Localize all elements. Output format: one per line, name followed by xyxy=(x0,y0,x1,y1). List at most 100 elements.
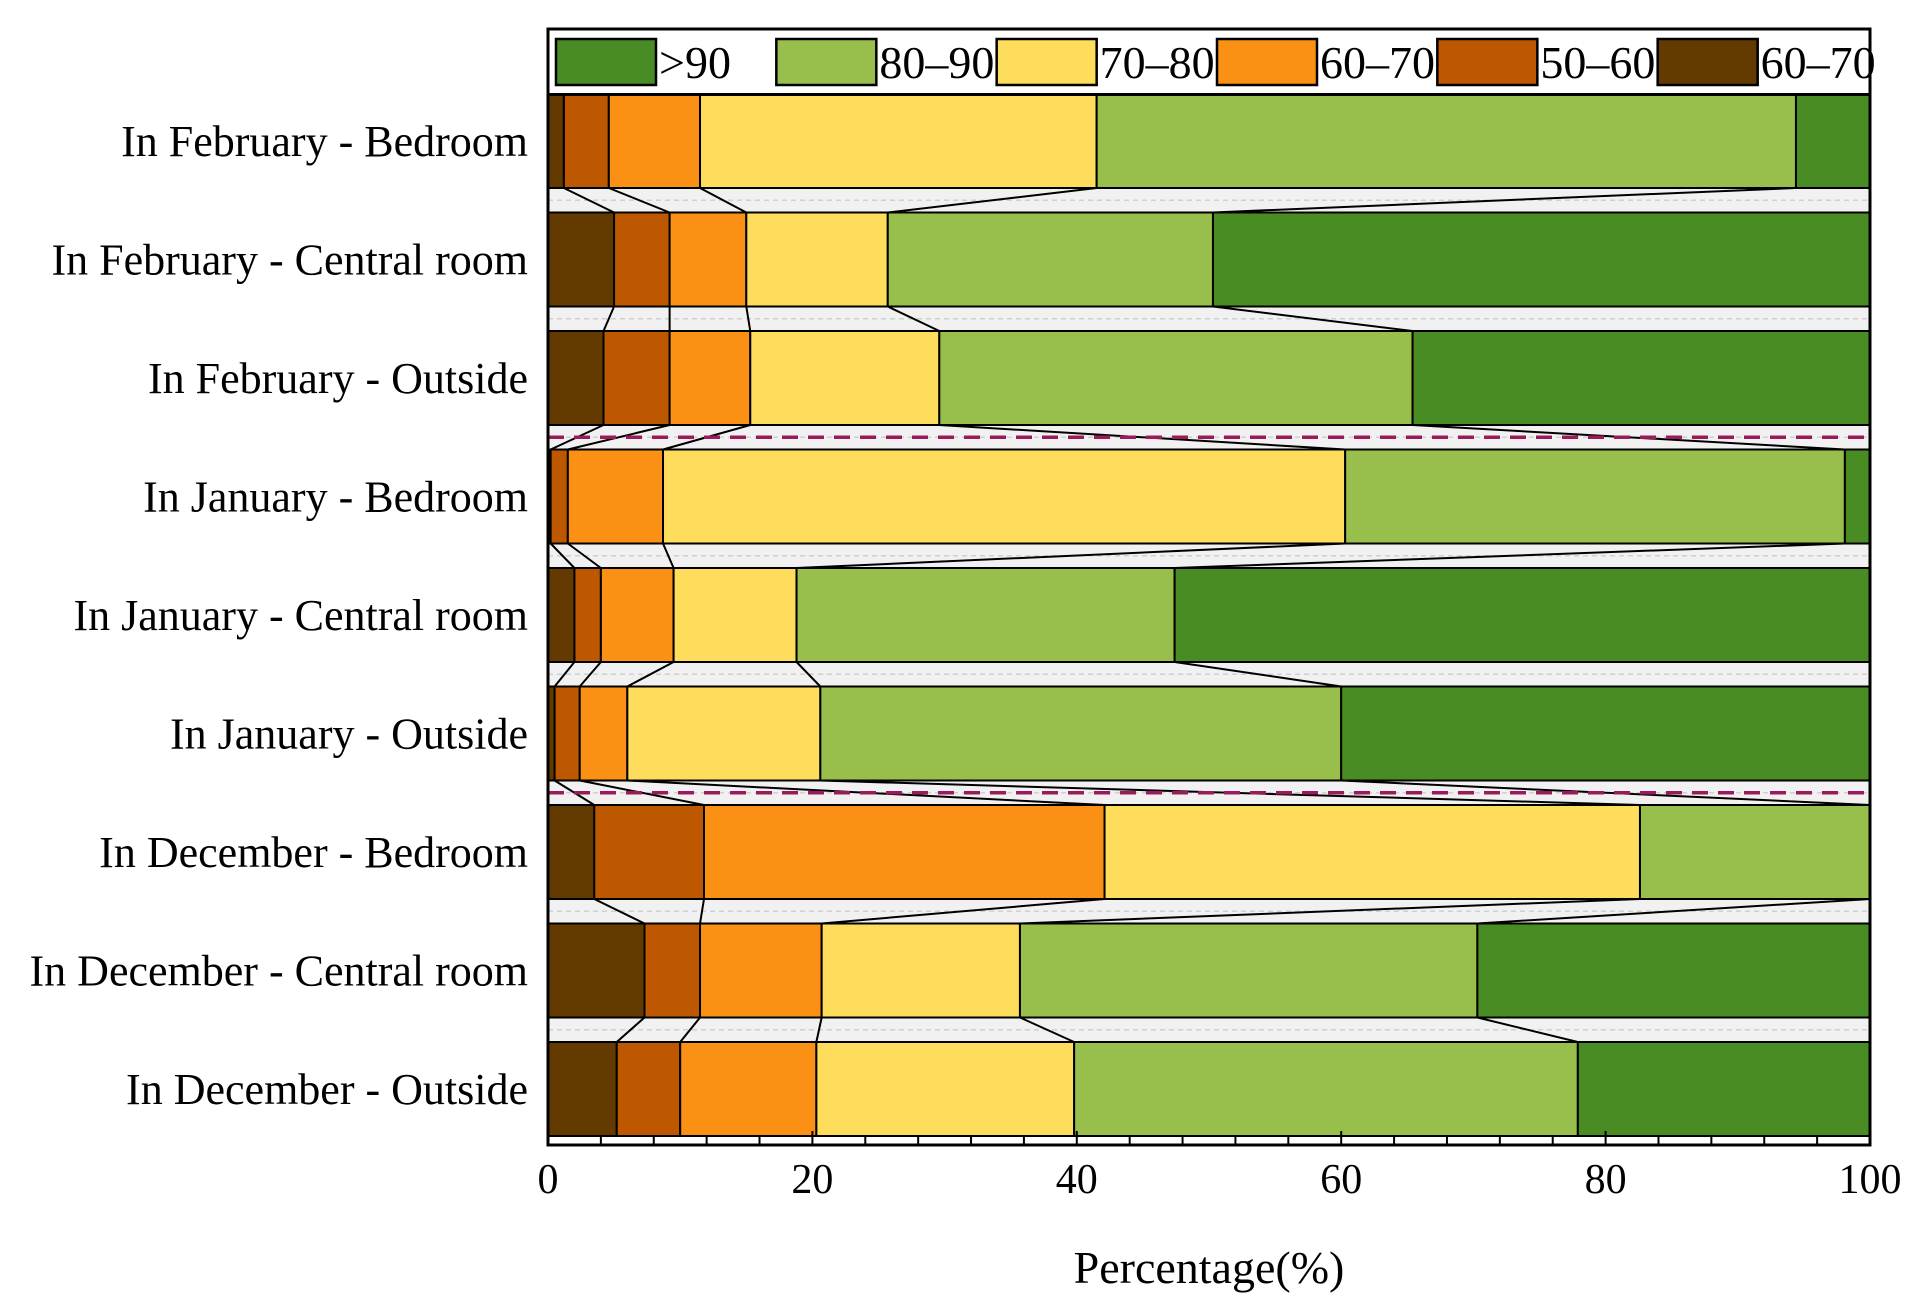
legend: >90 80–90 70–80 60–70 50–60 60–70 xyxy=(548,37,1876,96)
connector-line xyxy=(602,306,616,332)
bar-segment xyxy=(1576,1041,1871,1137)
category-label: In February - Central room xyxy=(51,236,528,285)
bar-segment xyxy=(699,922,823,1019)
connector-line xyxy=(1019,898,1641,925)
bar-segment xyxy=(607,93,702,189)
category-label: In January - Outside xyxy=(170,710,528,759)
bar-segment xyxy=(815,1041,1076,1137)
bar-segment xyxy=(547,922,646,1019)
legend-label: >90 xyxy=(659,37,731,88)
bar-segment xyxy=(599,567,675,663)
connector-line xyxy=(608,187,670,214)
bar-segment xyxy=(1411,330,1871,426)
connector-line xyxy=(821,898,1105,925)
connector-line xyxy=(567,542,602,569)
connector-line xyxy=(616,1016,646,1043)
bar-segment xyxy=(643,922,702,1019)
bar-segment xyxy=(1018,922,1479,1019)
bar-segments xyxy=(547,93,1872,1137)
legend-swatch xyxy=(554,37,658,87)
bar-segment xyxy=(672,567,798,663)
bar-segment xyxy=(1095,93,1797,189)
connector-line xyxy=(1019,1016,1075,1043)
x-axis: 0 20 40 60 80 100 xyxy=(538,1131,1902,1203)
x-tick-label: 20 xyxy=(791,1157,833,1203)
legend-swatch xyxy=(1436,37,1539,87)
bar-segment xyxy=(819,685,1343,782)
x-tick-label: 40 xyxy=(1056,1157,1098,1203)
group-separators xyxy=(548,435,1870,795)
connector-lines xyxy=(549,187,1871,1043)
legend-label: 60–70 xyxy=(1761,37,1876,88)
bar-segment xyxy=(547,1041,618,1137)
bar-segment xyxy=(1173,567,1872,663)
legend-swatch xyxy=(1656,37,1759,87)
legend-label: 60–70 xyxy=(1320,37,1435,88)
connector-line xyxy=(887,305,940,332)
category-label: In February - Bedroom xyxy=(121,117,528,166)
bar-segment xyxy=(562,93,610,189)
bar-segment xyxy=(566,448,665,545)
connector-line xyxy=(815,1017,823,1043)
bar-segment xyxy=(1340,685,1871,782)
legend-swatch xyxy=(1215,37,1319,87)
bar-segment xyxy=(547,211,616,308)
bar-segment xyxy=(699,93,1098,189)
category-labels: In February - Bedroom In February - Centr… xyxy=(30,117,528,1114)
connector-line xyxy=(699,187,747,214)
bar-segment xyxy=(615,1041,682,1137)
bar-segment xyxy=(820,922,1021,1019)
legend-label: 70–80 xyxy=(1100,37,1215,88)
connector-line xyxy=(626,661,675,688)
bar-segment xyxy=(1073,1041,1579,1137)
connector-line xyxy=(795,661,822,688)
bar-segment xyxy=(553,685,581,782)
bar-segment xyxy=(547,804,596,900)
category-label: In February - Outside xyxy=(148,354,528,403)
bar-segment xyxy=(795,567,1176,663)
category-label: In January - Bedroom xyxy=(143,473,528,522)
category-label: In December - Central room xyxy=(30,947,528,996)
legend-swatch xyxy=(995,37,1098,87)
bar-segment xyxy=(749,330,941,426)
bar-segment xyxy=(602,330,671,426)
x-tick-label: 60 xyxy=(1320,1157,1362,1203)
bar-segment xyxy=(1344,448,1846,545)
x-tick-label: 0 xyxy=(538,1157,559,1203)
legend-label: 50–60 xyxy=(1540,37,1655,88)
bar-segment xyxy=(593,804,705,900)
connector-line xyxy=(1174,661,1342,688)
bar-segment xyxy=(702,804,1106,900)
connector-line xyxy=(578,661,602,688)
connector-line xyxy=(1212,187,1797,214)
bar-segment xyxy=(613,211,671,308)
connector-line xyxy=(593,898,645,925)
bar-segment xyxy=(662,448,1347,545)
bar-segment xyxy=(886,211,1214,308)
bar-segment xyxy=(679,1041,818,1137)
connector-line xyxy=(662,543,675,569)
x-axis-title: Percentage(%) xyxy=(1074,1242,1345,1293)
bar-segment xyxy=(745,211,889,308)
bar-segment xyxy=(1794,93,1872,189)
bar-segment xyxy=(1103,804,1641,900)
connector-line xyxy=(679,1016,701,1043)
connector-line xyxy=(939,424,1346,451)
bar-segment xyxy=(1638,804,1872,900)
bar-segment xyxy=(668,211,748,308)
connector-line xyxy=(796,542,1346,569)
category-label: In December - Outside xyxy=(126,1065,528,1114)
bar-segment xyxy=(549,448,569,545)
bar-segment xyxy=(1843,448,1871,545)
connector-line xyxy=(1477,1016,1579,1043)
bar-segment xyxy=(668,330,752,426)
connector-line xyxy=(1477,898,1871,925)
connector-line xyxy=(553,661,576,688)
connector-line xyxy=(1174,542,1845,569)
connector-line xyxy=(1212,305,1413,332)
category-label: In January - Central room xyxy=(73,591,528,640)
category-label: In December - Bedroom xyxy=(99,828,528,877)
connector-line xyxy=(887,187,1097,214)
connector-line xyxy=(549,542,576,569)
